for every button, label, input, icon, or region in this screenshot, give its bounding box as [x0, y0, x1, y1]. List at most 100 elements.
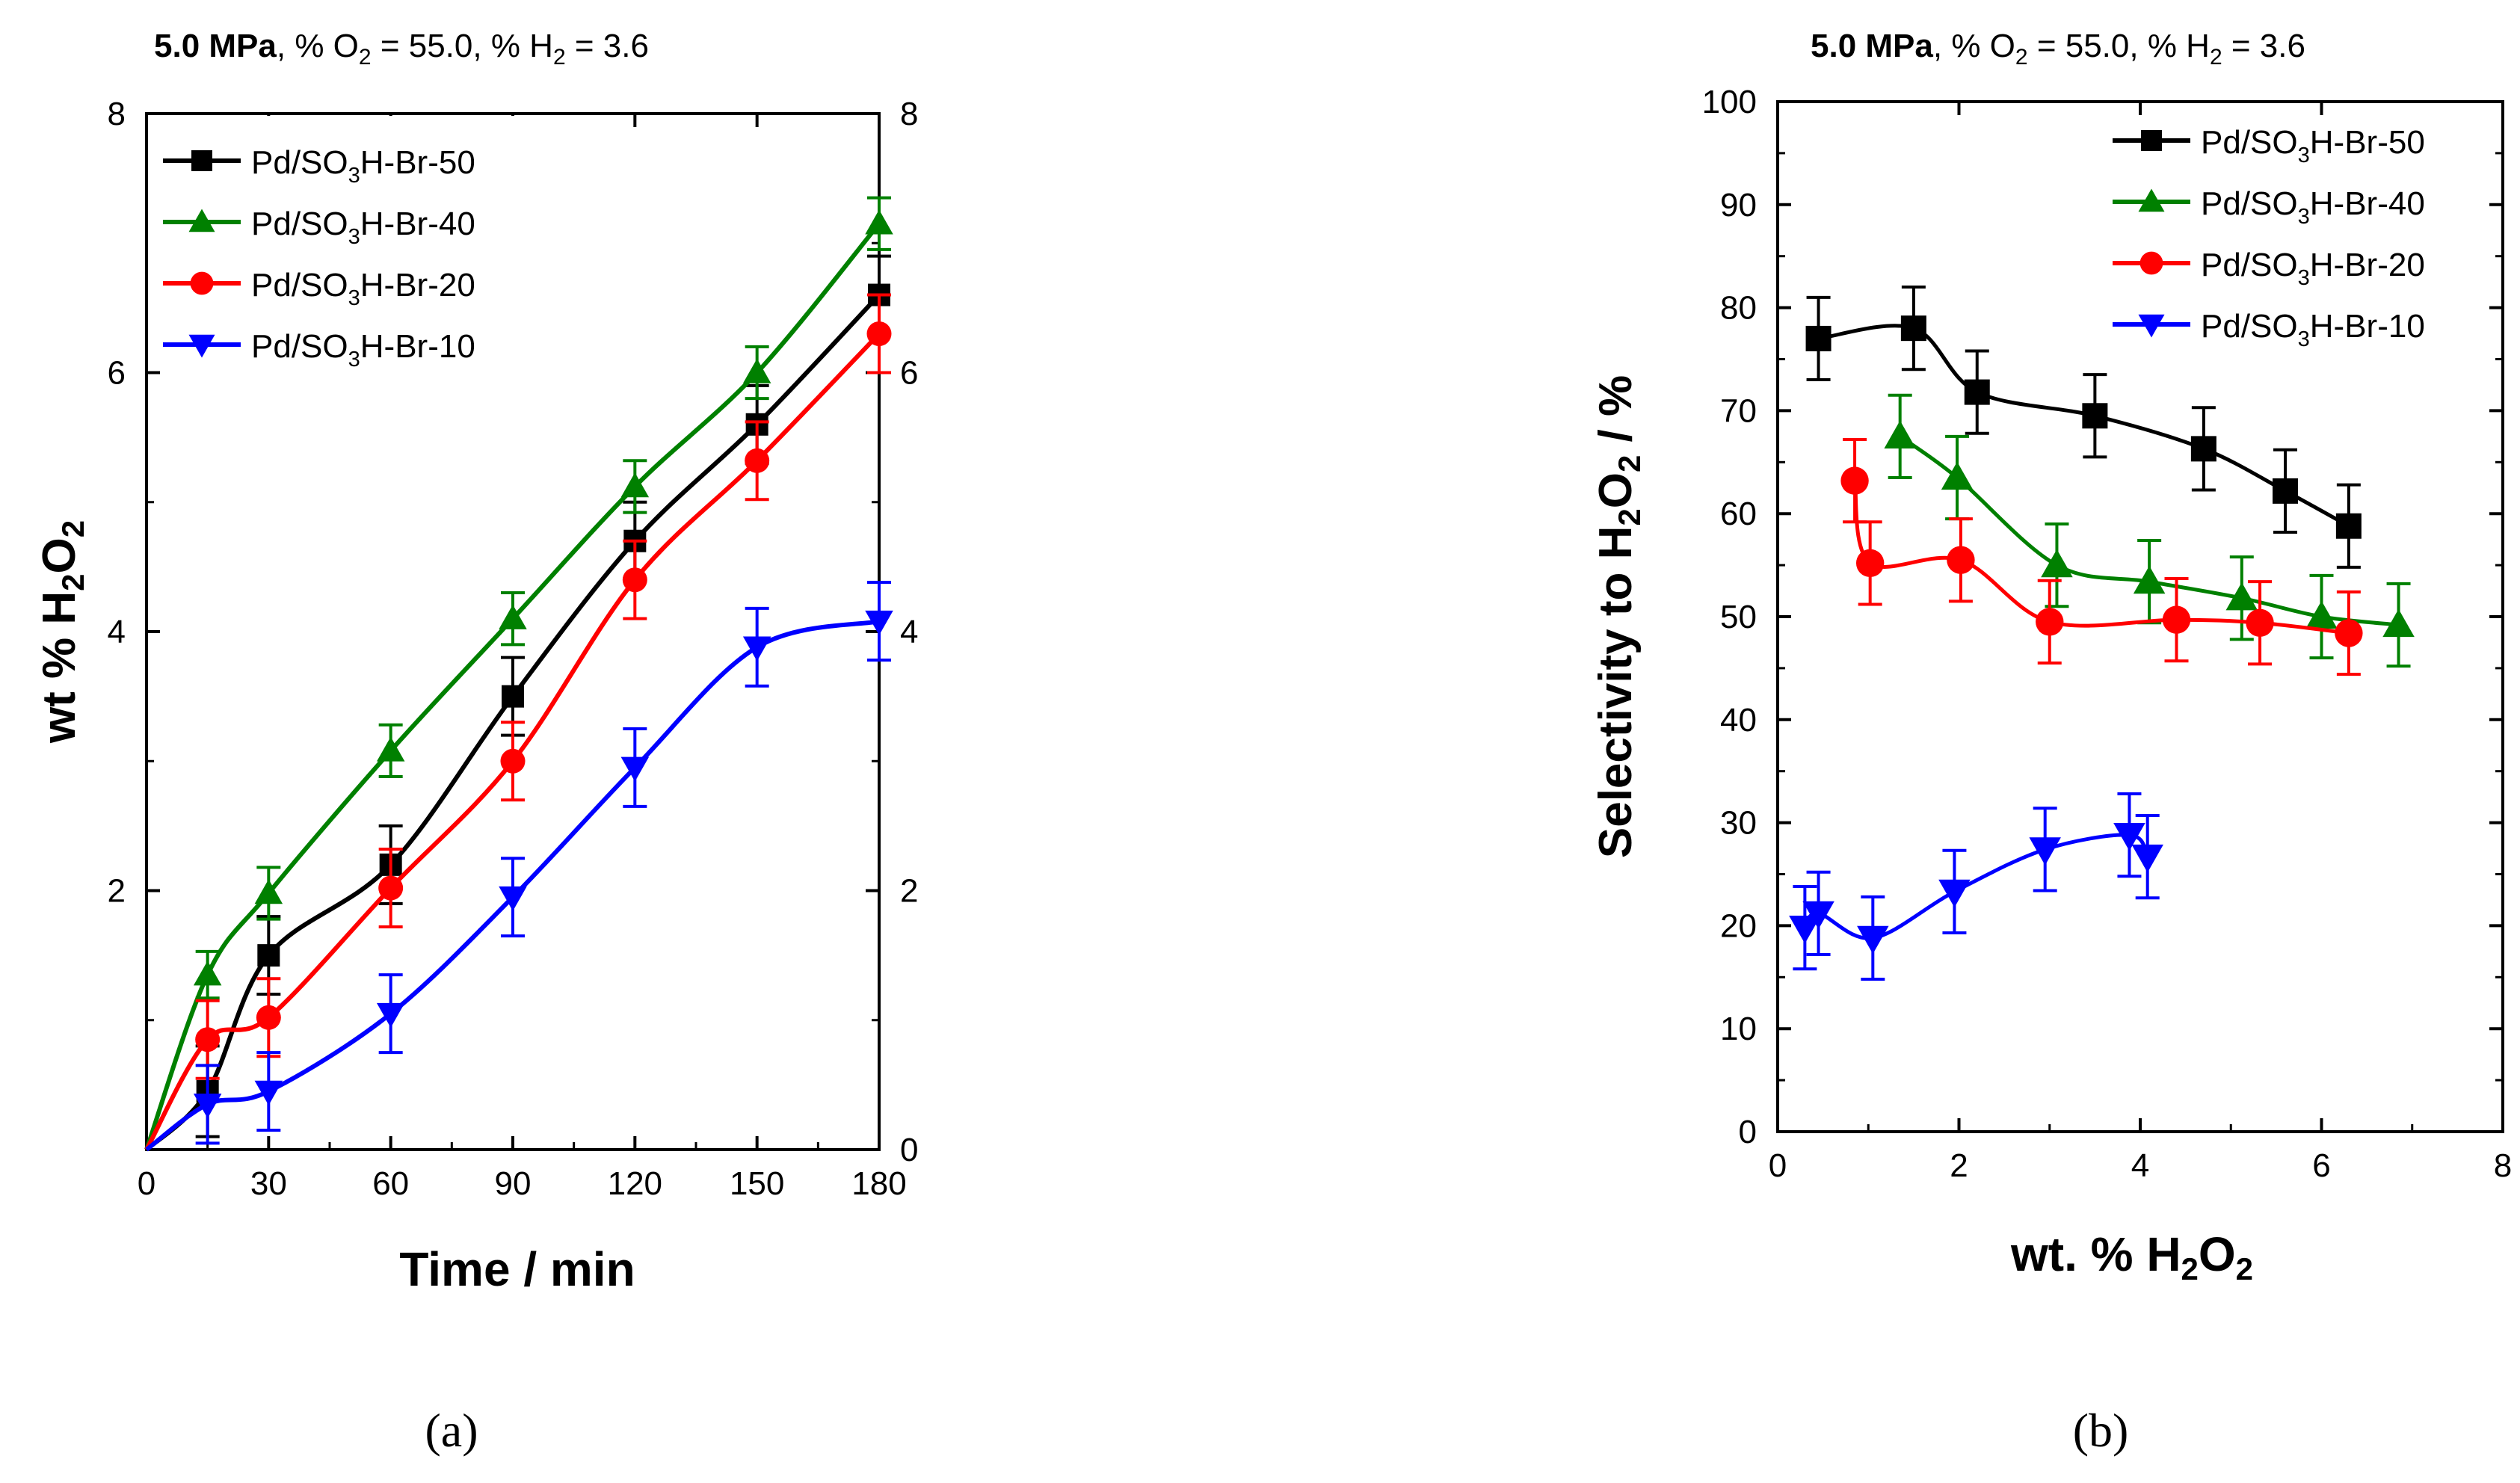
panel-a-header: 5.0 MPa, % O2 = 55.0, % H2 = 3.6	[154, 28, 649, 70]
y-tick-label: 60	[1720, 496, 1757, 532]
y2-tick-label: 0	[900, 1132, 918, 1168]
data-point-circle	[500, 748, 526, 774]
data-point-triangle-down	[2029, 837, 2061, 866]
data-point-triangle-up	[2133, 565, 2166, 594]
panel-a-caption: (a)	[425, 1404, 478, 1457]
data-point-triangle-up	[2225, 582, 2258, 611]
y-tick-label: 6	[108, 355, 126, 392]
y-tick-label: 10	[1720, 1011, 1757, 1047]
panel-a-ticks: 0 30 60 90 120 150 180 2 4 6 8 0 2 4 6 8	[108, 96, 919, 1202]
series-H-Br-10	[1789, 792, 2163, 981]
legend-marker-square	[191, 150, 212, 171]
y-tick-label: 100	[1702, 84, 1757, 120]
series-line	[144, 332, 881, 1151]
legend-label: Pd/SO3H-Br-10	[2201, 308, 2425, 351]
data-point-square	[1900, 315, 1926, 342]
data-point-circle	[2246, 608, 2274, 637]
y2-tick-label: 4	[900, 614, 918, 650]
data-point-triangle-down	[1802, 901, 1834, 930]
data-point-triangle-down	[499, 886, 527, 911]
data-point-circle	[2335, 619, 2363, 647]
data-point-triangle-up	[193, 961, 222, 986]
data-point-square	[257, 944, 280, 967]
data-point-triangle-up	[254, 879, 283, 904]
data-point-circle	[256, 1005, 281, 1030]
series-H-Br-50	[1805, 286, 2362, 569]
legend-item: Pd/SO3H-Br-20	[163, 267, 475, 310]
panel-a: 5.0 MPa, % O2 = 55.0, % H2 = 3.6 0 30 60 90…	[34, 28, 918, 1457]
y-tick-label: 80	[1720, 290, 1757, 327]
data-point-triangle-down	[620, 756, 650, 782]
x-tick-label: 60	[372, 1165, 409, 1202]
legend-marker-triangle-up	[188, 209, 215, 232]
panel-a-y-axis-title: wt % H2O2	[34, 520, 90, 744]
panel-b-header: 5.0 MPa, % O2 = 55.0, % H2 = 3.6	[1811, 28, 2305, 70]
legend-label: Pd/SO3H-Br-50	[251, 144, 475, 188]
x-tick-label: 90	[495, 1165, 532, 1202]
data-point-triangle-down	[742, 636, 771, 662]
data-point-square	[2273, 478, 2298, 504]
data-point-triangle-up	[376, 736, 405, 762]
data-point-triangle-up	[499, 604, 527, 629]
data-point-triangle-up	[1941, 461, 1974, 490]
y-tick-label: 20	[1720, 907, 1757, 944]
panel-a-legend: Pd/SO3H-Br-50 Pd/SO3H-Br-40 Pd/SO3H-Br-20 P…	[148, 116, 564, 371]
legend-label: Pd/SO3H-Br-20	[2201, 247, 2425, 290]
y-tick-label: 70	[1720, 392, 1757, 429]
y2-tick-label: 8	[900, 96, 918, 132]
data-point-triangle-up	[2041, 549, 2073, 578]
y-tick-label: 8	[108, 96, 126, 132]
data-point-triangle-down	[254, 1080, 283, 1106]
series-line	[145, 619, 880, 1152]
data-point-triangle-down	[1857, 925, 1889, 955]
data-point-circle	[1855, 549, 1885, 578]
x-tick-label: 2	[1950, 1147, 1968, 1184]
data-point-circle	[2036, 608, 2064, 636]
data-point-triangle-up	[742, 358, 771, 383]
series-H-Br-20	[1840, 437, 2363, 676]
x-tick-label: 30	[250, 1165, 287, 1202]
legend-label: Pd/SO3H-Br-20	[251, 267, 475, 310]
data-point-triangle-up	[620, 472, 650, 498]
data-point-square	[1964, 379, 1990, 405]
legend-item: Pd/SO3H-Br-50	[163, 144, 475, 188]
x-tick-label: 8	[2494, 1147, 2512, 1184]
data-point-triangle-up	[2382, 608, 2415, 638]
data-point-triangle-down	[193, 1094, 222, 1119]
data-point-square	[2190, 436, 2216, 462]
legend-marker-triangle-down	[188, 334, 215, 358]
data-point-triangle-down	[1789, 916, 1821, 944]
legend-label: Pd/SO3H-Br-50	[2201, 124, 2425, 167]
panel-b-legend: Pd/SO3H-Br-50 Pd/SO3H-Br-40 Pd/SO3H-Br-20 P…	[2113, 124, 2425, 351]
panel-a-series	[144, 196, 893, 1152]
data-point-triangle-up	[1884, 420, 1916, 448]
legend-item: Pd/SO3H-Br-10	[163, 328, 475, 371]
y-tick-label: 30	[1720, 805, 1757, 842]
series-H-Br-10	[145, 581, 893, 1152]
data-point-circle	[2162, 605, 2191, 634]
data-point-circle	[1840, 466, 1869, 495]
data-point-triangle-down	[1938, 879, 1971, 908]
x-tick-label: 6	[2312, 1147, 2330, 1184]
data-point-square	[1805, 325, 1832, 351]
data-point-triangle-up	[2305, 600, 2338, 629]
legend-item: Pd/SO3H-Br-40	[163, 206, 475, 249]
panel-b-y-axis-title: Selectivity to H2O2 / %	[1590, 375, 1647, 858]
x-tick-label: 0	[138, 1165, 155, 1202]
data-point-circle	[622, 567, 647, 593]
data-point-circle	[195, 1027, 221, 1052]
series-H-Br-40	[144, 196, 893, 1150]
data-point-triangle-down	[376, 1002, 405, 1028]
data-point-triangle-down	[2113, 822, 2145, 851]
legend-item: Pd/SO3H-Br-40	[2113, 185, 2425, 229]
data-point-square	[502, 685, 524, 708]
y-tick-label: 90	[1720, 187, 1757, 223]
x-tick-label: 180	[851, 1165, 906, 1202]
data-point-square	[2335, 513, 2362, 539]
series-H-Br-20	[144, 293, 892, 1151]
legend-marker-square	[2141, 130, 2162, 151]
series-H-Br-40	[1884, 393, 2415, 668]
legend-label: Pd/SO3H-Br-10	[251, 328, 475, 371]
